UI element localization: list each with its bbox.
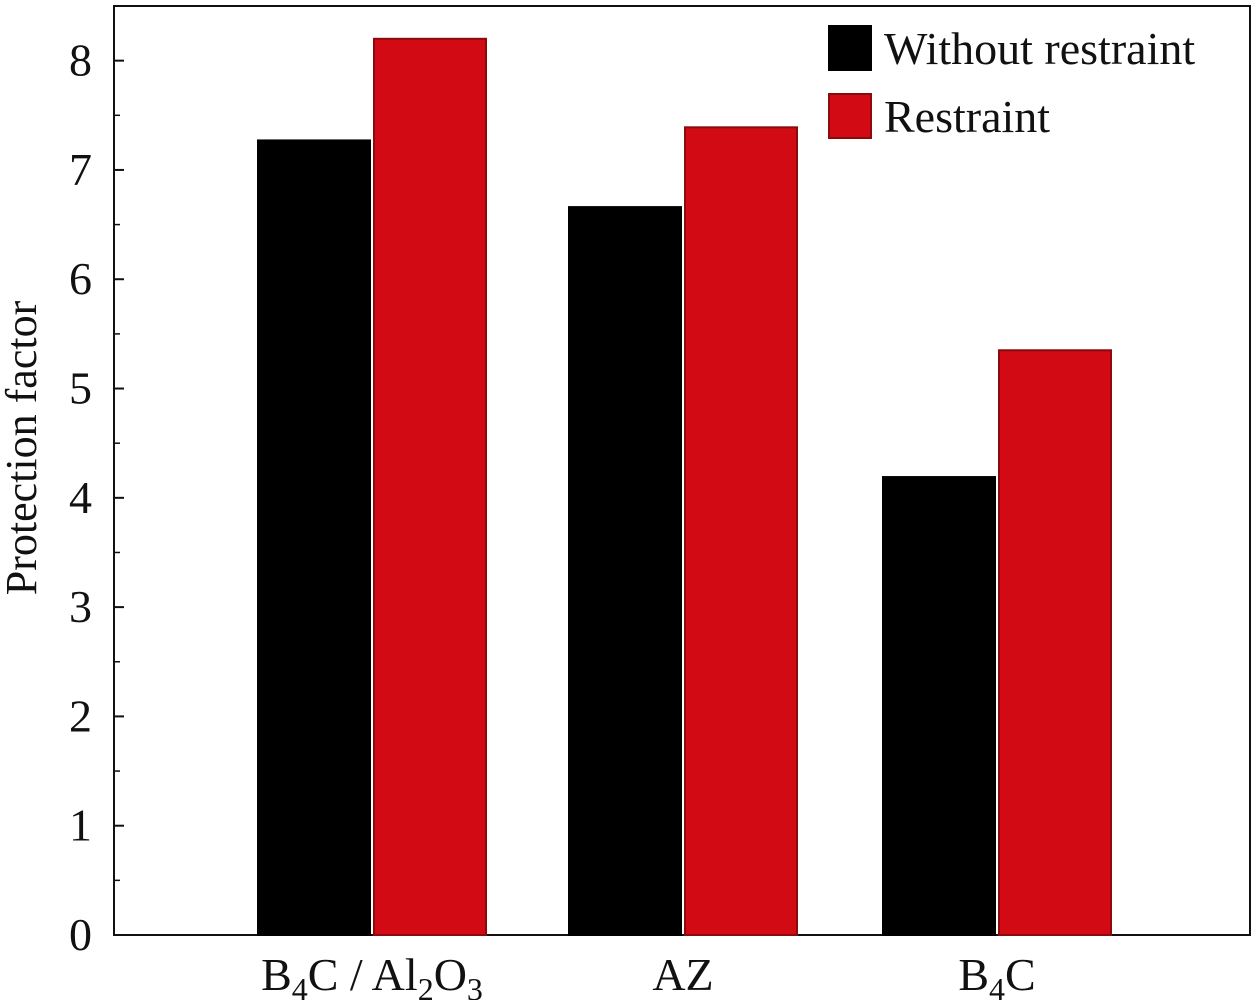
x-axis: B4C / Al2O3 AZ B4C <box>261 949 1036 1000</box>
bar-restraint-2 <box>998 349 1112 936</box>
bar-without-restraint-1 <box>568 206 682 936</box>
legend: Without restraint Restraint <box>828 23 1195 142</box>
x-category-label-1: AZ <box>652 949 713 1000</box>
bar-without-restraint-0 <box>257 139 371 936</box>
bar-restraint-0 <box>373 37 487 937</box>
legend-swatch-0 <box>828 25 872 71</box>
y-tick-label: 4 <box>69 472 92 523</box>
y-tick-label: 5 <box>69 363 92 414</box>
x-category-label-0: B4C / Al2O3 <box>261 949 483 1000</box>
y-axis-title: Protection factor <box>0 300 46 595</box>
y-tick-label: 3 <box>69 581 92 632</box>
legend-label-0: Without restraint <box>884 23 1195 74</box>
legend-swatch-1 <box>828 93 872 139</box>
y-tick-label: 0 <box>69 909 92 960</box>
x-category-label-2: B4C <box>958 949 1035 1000</box>
bars-group <box>257 37 1112 937</box>
bar-without-restraint-2 <box>882 476 996 936</box>
legend-label-1: Restraint <box>884 91 1050 142</box>
y-tick-label: 6 <box>69 253 92 304</box>
bar-restraint-1 <box>684 126 798 936</box>
y-tick-label: 1 <box>69 800 92 851</box>
y-axis: 0 1 2 3 4 5 6 7 8 <box>69 5 124 960</box>
y-tick-label: 2 <box>69 690 92 741</box>
y-tick-label: 8 <box>69 35 92 86</box>
y-tick-label: 7 <box>69 144 92 195</box>
